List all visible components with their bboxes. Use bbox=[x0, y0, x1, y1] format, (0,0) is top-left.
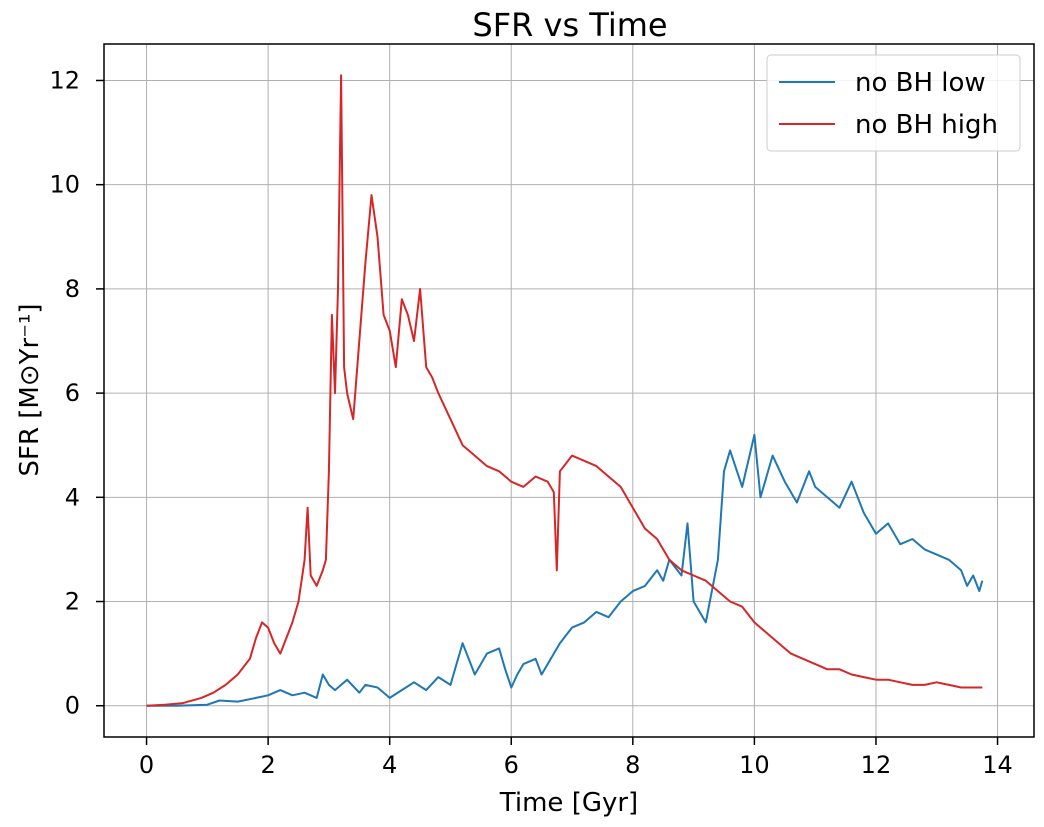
y-tick-label-10: 10 bbox=[49, 171, 80, 199]
y-tick-label-2: 2 bbox=[65, 588, 80, 616]
y-tick-label-12: 12 bbox=[49, 66, 80, 94]
x-tick-label-0: 0 bbox=[139, 751, 154, 779]
x-tick-label-6: 6 bbox=[504, 751, 519, 779]
y-axis-label: SFR [M⊙Yr⁻¹] bbox=[15, 303, 45, 476]
grid bbox=[104, 44, 1034, 737]
legend-label-no-bh-low: no BH low bbox=[855, 68, 986, 98]
chart-title: SFR vs Time bbox=[472, 6, 667, 44]
y-ticks: 0 2 4 6 8 10 12 bbox=[49, 66, 104, 720]
y-tick-label-6: 6 bbox=[65, 379, 80, 407]
legend-label-no-bh-high: no BH high bbox=[855, 110, 998, 140]
legend: no BH low no BH high bbox=[766, 54, 1021, 152]
x-tick-label-12: 12 bbox=[861, 751, 892, 779]
x-tick-label-8: 8 bbox=[625, 751, 640, 779]
x-tick-label-14: 14 bbox=[982, 751, 1013, 779]
plot-frame bbox=[103, 43, 1035, 738]
series-layer bbox=[146, 74, 984, 707]
x-tick-label-10: 10 bbox=[739, 751, 770, 779]
series-line-no-bh-low bbox=[146, 433, 984, 707]
x-tick-label-4: 4 bbox=[382, 751, 397, 779]
series-line-no-bh-high bbox=[146, 74, 983, 707]
y-tick-label-0: 0 bbox=[65, 692, 80, 720]
x-ticks: 0 2 4 6 8 10 12 14 bbox=[139, 737, 1013, 779]
x-tick-label-2: 2 bbox=[260, 751, 275, 779]
x-axis-label: Time [Gyr] bbox=[499, 788, 638, 818]
legend-box bbox=[766, 54, 1021, 152]
y-tick-label-8: 8 bbox=[65, 275, 80, 303]
y-tick-label-4: 4 bbox=[65, 483, 80, 511]
